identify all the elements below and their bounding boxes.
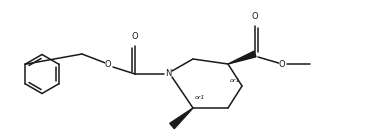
Polygon shape: [228, 51, 256, 64]
Polygon shape: [170, 108, 193, 129]
Text: O: O: [252, 12, 258, 21]
Text: or1: or1: [230, 78, 240, 83]
Text: N: N: [165, 69, 171, 78]
Text: or1: or1: [195, 95, 205, 100]
Text: O: O: [279, 60, 285, 69]
Text: O: O: [105, 60, 111, 69]
Text: O: O: [132, 32, 138, 41]
